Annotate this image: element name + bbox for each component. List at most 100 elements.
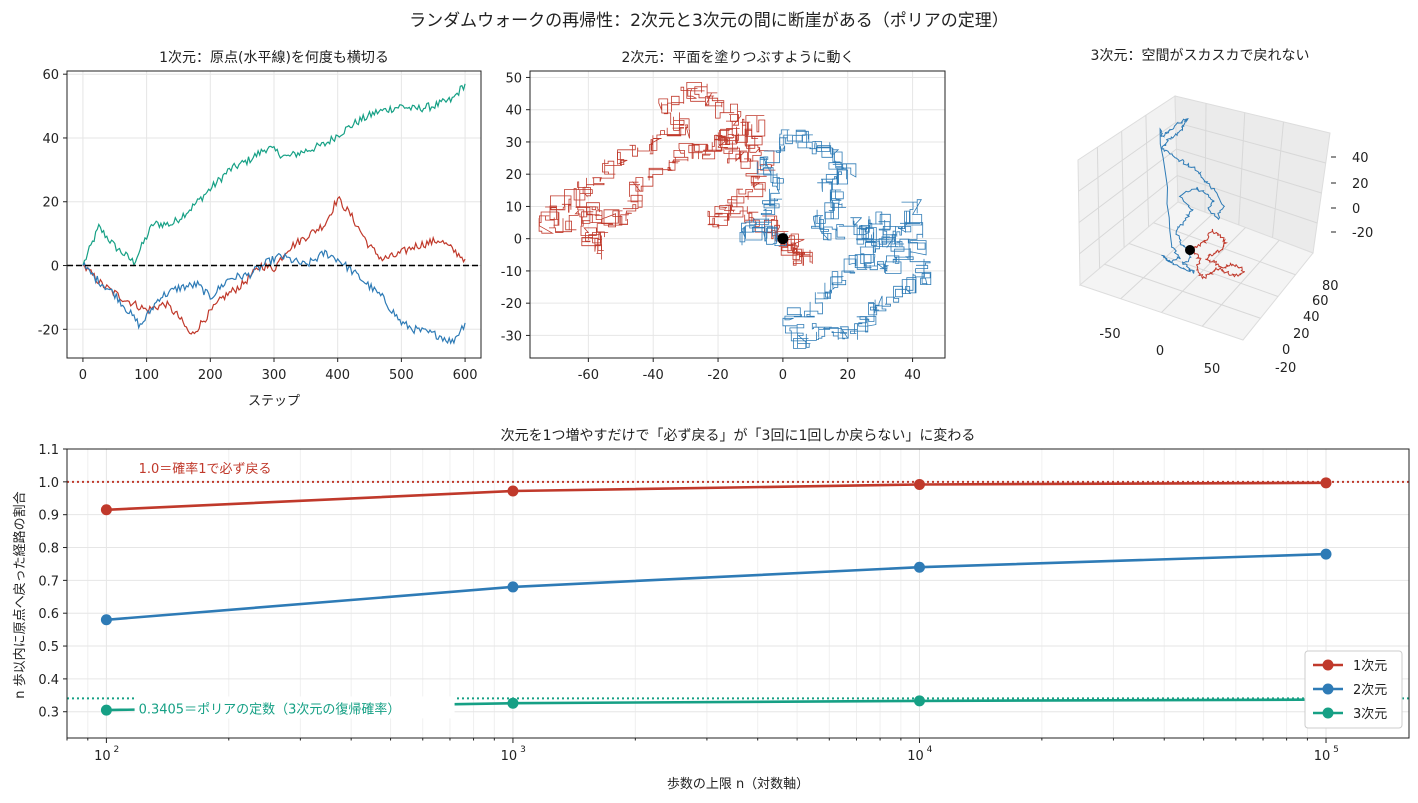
reference-label-bg: [134, 696, 455, 719]
x-tick-label: 300: [262, 368, 287, 383]
x-tick-exponent: 2: [114, 745, 120, 755]
panel-return-title: 次元を1つ増やすだけで「必ず戻る」が「3回に1回しか戻らない」に変わる: [501, 427, 976, 444]
y-tick-label: 0.5: [38, 640, 59, 655]
walk-2d-series-1: [739, 129, 932, 349]
y-tick-label: 0.4: [38, 673, 59, 688]
series-point: [507, 581, 519, 593]
y-tick-label: -20: [38, 323, 59, 338]
x-tick-exponent: 4: [927, 745, 933, 755]
z-tick-label: 20: [1352, 177, 1369, 192]
y-tick-label: 0.7: [38, 574, 59, 589]
y-tick-label: 40: [1303, 310, 1320, 325]
legend-label: 1次元: [1353, 658, 1387, 674]
x-tick-label: 20: [839, 368, 856, 383]
pane-gridline: [1078, 148, 1322, 223]
z-tick-label: 0: [1352, 202, 1360, 217]
reference-label-1: 0.3405＝ポリアの定数（3次元の復帰確率）: [139, 701, 401, 717]
panel-2d-frame: [529, 70, 946, 359]
x-tick-label: -40: [643, 368, 664, 383]
y-tick-label: -20: [1275, 361, 1296, 376]
x-tick-label: 500: [389, 368, 414, 383]
series-line-1: [106, 552, 1327, 622]
series-point: [913, 695, 925, 707]
panel-2d-title: 2次元：平面を塗りつぶすように動く: [621, 49, 854, 66]
origin-marker: [777, 233, 789, 245]
x-tick-label: 600: [453, 368, 478, 383]
legend-marker: [1322, 683, 1334, 695]
legend-marker: [1322, 659, 1334, 671]
y-tick-label: -20: [501, 297, 522, 312]
panel-return-probability: 次元を1つ増やすだけで「必ず戻る」が「3回に1回しか戻らない」に変わる 歩数の上…: [12, 427, 1410, 792]
x-tick-label: 50: [1204, 362, 1221, 377]
x-tick-label: 10: [1314, 749, 1331, 764]
x-tick-label: 100: [134, 368, 159, 383]
y-tick-label: 40: [505, 104, 522, 119]
x-tick-label: 10: [94, 749, 111, 764]
y-tick-label: 1.0: [38, 476, 59, 491]
walk-3d-series-1: [1189, 228, 1246, 280]
z-tick-label: 40: [1352, 151, 1369, 166]
figure-suptitle: ランダムウォークの再帰性：2次元と3次元の間に断崖がある（ポリアの定理）: [409, 11, 1009, 31]
panel-3d-title: 3次元：空間がスカスカで戻れない: [1091, 48, 1310, 64]
series-point: [100, 504, 112, 516]
y-tick-label: 40: [42, 132, 59, 147]
y-tick-label: 20: [1293, 327, 1310, 342]
x-tick-label: 0: [79, 368, 87, 383]
y-tick-label: 30: [505, 136, 522, 151]
legend-label: 3次元: [1353, 706, 1387, 722]
y-tick-label: 20: [42, 196, 59, 211]
y-tick-label: 0.3: [38, 706, 59, 721]
reference-label-0: 1.0＝確率1で必ず戻る: [139, 461, 272, 477]
x-tick-label: -50: [1099, 327, 1120, 342]
y-tick-label: 20: [505, 168, 522, 183]
x-tick-label: 10: [907, 749, 924, 764]
y-tick-label: 10: [505, 200, 522, 215]
panel-1d-title: 1次元：原点(水平線)を何度も横切る: [159, 50, 389, 66]
pane-grid: [1078, 103, 1326, 327]
x-tick-label: -20: [707, 368, 728, 383]
y-tick-label: 0: [1282, 343, 1290, 358]
y-tick-label: -30: [501, 329, 522, 344]
y-tick-label: 0: [514, 233, 522, 248]
y-tick-label: 60: [1312, 294, 1329, 309]
legend-label: 2次元: [1353, 682, 1387, 698]
y-tick-label: 0.6: [38, 607, 59, 622]
y-tick-label: 0.8: [38, 542, 59, 557]
pane-gridline: [1128, 243, 1279, 297]
x-tick-label: -60: [578, 368, 599, 383]
y-tick-label: 80: [1322, 279, 1339, 294]
series-point: [1320, 548, 1332, 560]
panel-1d-walk: 1次元：原点(水平線)を何度も横切る ステップ 0 100 200 300 400 500…: [38, 50, 482, 409]
walk-2d-series-0: [538, 82, 813, 266]
x-tick-label: 200: [198, 368, 223, 383]
y-tick-label: 60: [42, 68, 59, 83]
pane-gridline: [1153, 222, 1296, 276]
y-tick-label: 0: [51, 260, 59, 275]
series-point: [913, 561, 925, 573]
x-tick-label: 40: [904, 368, 921, 383]
pane-gridline: [1079, 174, 1318, 255]
x-tick-label: 0: [779, 368, 787, 383]
walk-1d-series-0: [82, 83, 466, 267]
origin-marker-3d: [1185, 245, 1195, 255]
y-tick-label: 1.1: [38, 443, 59, 458]
y-tick-label: -10: [501, 265, 522, 280]
pane-gridline: [1201, 239, 1280, 327]
series-point: [100, 614, 112, 626]
x-tick-label: 0: [1156, 344, 1164, 359]
pane-gridline: [1078, 121, 1326, 192]
panel-2d-walk: 2次元：平面を塗りつぶすように動く -60 -40 -20 0 20 40 -30 -20 -1…: [501, 49, 946, 383]
z-tick-label: -20: [1352, 226, 1373, 241]
x-tick-exponent: 3: [520, 745, 526, 755]
x-tick-label: 10: [501, 749, 518, 764]
series-point: [507, 485, 519, 497]
series-point: [100, 704, 112, 716]
panel-return-xlabel: 歩数の上限 n（対数軸）: [667, 777, 809, 792]
legend-marker: [1322, 707, 1334, 719]
x-tick-label: 400: [325, 368, 350, 383]
y-tick-label: 0.9: [38, 509, 59, 524]
series-point: [1320, 477, 1332, 489]
x-tick-exponent: 5: [1333, 745, 1339, 755]
